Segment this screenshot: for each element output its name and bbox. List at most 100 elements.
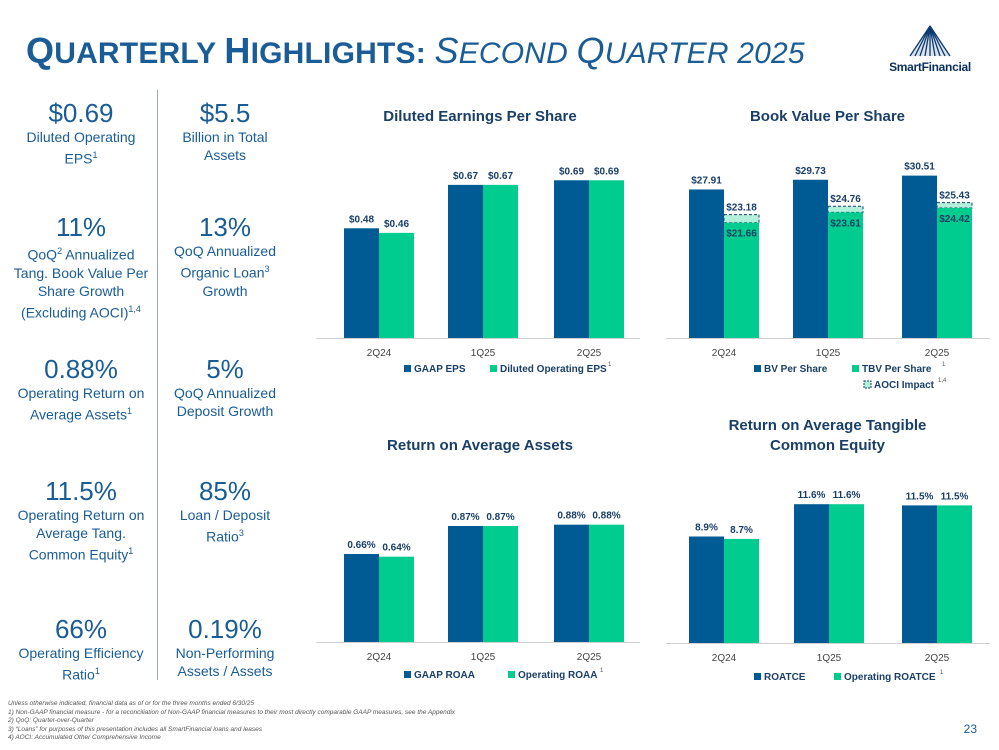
data-label: $25.43 [939, 191, 970, 202]
kpi-label: Non-Performing Assets / Assets [175, 645, 275, 679]
x-tick-label: 2Q24 [712, 653, 737, 664]
kpi-deposit-growth: 5% QoQ Annualized Deposit Growth [150, 354, 300, 420]
bar-series-1 [724, 538, 759, 643]
data-label: 11.6% [798, 490, 826, 501]
x-tick-label: 1Q25 [471, 348, 496, 359]
legend-label: TBV Per Share [862, 364, 932, 375]
x-tick-label: 1Q25 [816, 348, 841, 359]
aoci-impact-bar [936, 202, 973, 209]
kpi-label: Diluted Operating EPS1 [21, 128, 141, 168]
kpi-label-text: Diluted Operating EPS [26, 129, 136, 167]
kpi-label: Operating Efficiency Ratio1 [11, 644, 151, 684]
legend-swatch [754, 673, 761, 680]
roaa-plot: 0.66% 0.64% 2Q24 0.87% 0.87% 1Q25 0.88% 0.88% 2Q… [316, 511, 640, 681]
x-tick-label: 2Q25 [925, 653, 950, 664]
chart-title: Book Value Per Share [749, 108, 906, 125]
aoci-impact-bar [827, 205, 864, 213]
pyramid-logo-icon [909, 25, 951, 57]
roatce-chart: Return on Average Tangible Common Equity… [660, 412, 995, 695]
kpi-label-text: QoQ [27, 246, 58, 263]
bar-series-1 [829, 504, 864, 643]
footnote-ref: 1 [608, 362, 612, 368]
logo-text: SmartFinancial [889, 60, 971, 74]
kpi-label: Operating Return on Average Assets1 [11, 384, 151, 424]
legend-swatch [490, 365, 497, 372]
kpi-value: 0.88% [44, 354, 118, 384]
smartfinancial-logo: SmartFinancial [880, 24, 980, 74]
aoci-impact-bar [723, 214, 760, 224]
x-tick-label: 2Q24 [367, 348, 392, 359]
bar-series-1 [379, 556, 414, 642]
kpi-label-text: Operating Return on Average Tang. Common… [17, 507, 145, 563]
chart-title: Return on Average Tangible Common Equity [728, 417, 927, 454]
kpi-label-text: QoQ Annualized Organic Loan [174, 243, 276, 281]
bar-series-0 [344, 228, 379, 338]
roatce-plot: 8.9% 8.7% 2Q24 11.6% 11.6% 1Q25 11.5% 11.5% 2Q25… [666, 490, 990, 683]
kpi-label-text: Loan / Deposit Ratio [179, 507, 271, 545]
bar-series-1 [379, 232, 414, 338]
legend-swatch [508, 671, 515, 678]
bar-series-0 [689, 536, 724, 643]
title-part: UARTERLY [54, 37, 225, 70]
footnote-ref: 3 [238, 528, 244, 538]
book-value-chart: Book Value Per Share $23.18 $27.91 $21.66 2… [660, 100, 995, 400]
kpi-tbv-growth: 11% QoQ2 Annualized Tang. Book Value Per… [6, 212, 156, 321]
bar-series-1 [589, 524, 624, 642]
footnote-ref: 1 [940, 670, 944, 676]
bar-series-1 [483, 526, 518, 642]
x-tick-label: 2Q24 [367, 652, 392, 663]
kpi-label: QoQ2 Annualized Tang. Book Value Per Sha… [11, 242, 151, 321]
data-label: $0.69 [559, 166, 584, 177]
kpi-value: 66% [54, 614, 108, 644]
legend-swatch [404, 671, 411, 678]
footnote: 3) “Loans” for purposes of this presenta… [8, 725, 262, 733]
bar-series-1 [937, 208, 972, 338]
legend-swatch [852, 365, 859, 372]
x-tick-label: 1Q25 [471, 652, 496, 663]
kpi-value: $0.69 [48, 98, 114, 128]
footnote: 1) Non-GAAP financial measure - for a re… [8, 708, 456, 716]
footnote-ref: 1,4 [128, 303, 141, 314]
footnote: Unless otherwise indicated, financial da… [8, 700, 255, 707]
legend-swatch [863, 380, 872, 389]
title-part: ECOND [458, 37, 577, 70]
footnote-ref: 1 [942, 362, 946, 368]
legend-swatch [754, 365, 761, 372]
data-label: $0.67 [453, 171, 478, 182]
data-label: $27.91 [691, 175, 722, 186]
kpi-npa-assets: 0.19% Non-Performing Assets / Assets [150, 614, 300, 680]
legend-label: BV Per Share [764, 364, 828, 375]
kpi-organic-loan-growth: 13% QoQ Annualized Organic Loan3 Growth [150, 212, 300, 300]
x-tick-label: 2Q25 [577, 348, 602, 359]
bar-series-0 [554, 524, 589, 642]
kpi-label-text: Operating Return on Average Assets [17, 385, 145, 423]
kpi-value: 0.19% [188, 614, 262, 644]
data-label: 11.5% [941, 491, 969, 502]
title-part: IGHLIGHTS: [250, 37, 435, 70]
page-title: QUARTERLY HIGHLIGHTS: SECOND QUARTER 202… [26, 30, 805, 72]
footnote-ref: 1 [92, 150, 98, 160]
footnote-ref: 1,4 [938, 378, 947, 384]
bar-series-1 [724, 222, 759, 338]
data-label: $23.18 [726, 203, 757, 214]
footnote: 2) QoQ: Quarter-over-Quarter [8, 717, 94, 725]
title-part: S [434, 30, 459, 71]
kpi-value: 11% [55, 212, 107, 242]
legend-label: Operating ROAA [518, 670, 597, 681]
kpi-label: Loan / Deposit Ratio3 [175, 506, 275, 546]
kpi-operating-roatce: 11.5% Operating Return on Average Tang. … [6, 476, 156, 564]
title-part: Q [576, 30, 605, 71]
data-label: $23.61 [830, 218, 861, 229]
kpi-label-text: Growth [202, 282, 248, 299]
data-label: 0.66% [347, 540, 375, 551]
kpi-label: Billion in Total Assets [182, 129, 268, 163]
footnote-ref: 3 [264, 264, 270, 274]
kpi-value: 85% [198, 476, 252, 506]
title-part: UARTER 2025 [604, 37, 805, 70]
chart-title: Return on Average Assets [387, 437, 573, 454]
x-tick-label: 2Q25 [925, 348, 950, 359]
legend-label: Diluted Operating EPS [500, 364, 607, 375]
bar-series-0 [902, 505, 937, 643]
legend-label: GAAP ROAA [414, 670, 475, 681]
footnote-ref: 1 [94, 666, 100, 676]
